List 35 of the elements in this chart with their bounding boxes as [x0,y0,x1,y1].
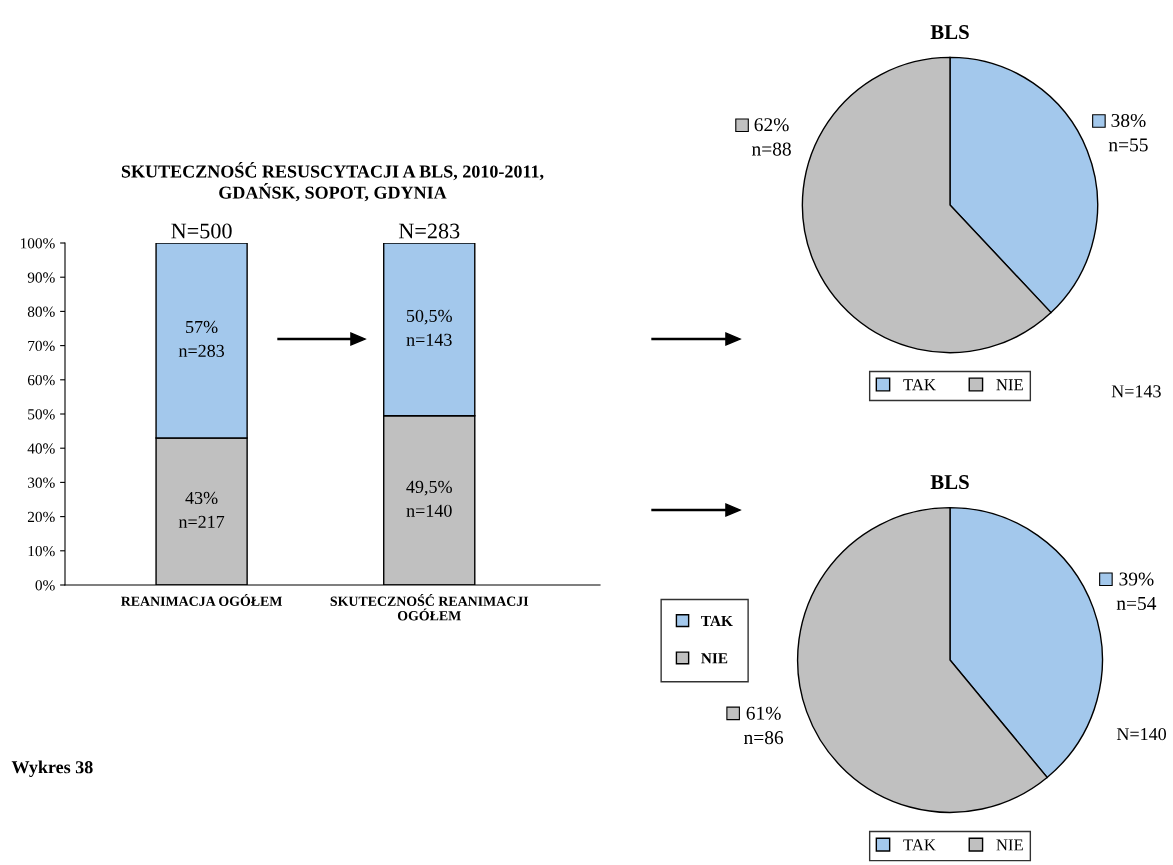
y-tick-label: 80% [27,306,55,317]
legend-label: NIE [996,379,1023,391]
y-tick-label: 30% [28,477,55,488]
legend-label: TAK [903,839,936,851]
y-tick-label: 70% [28,340,55,352]
x-tick-label: REANIMACJA OGÓŁEM [121,593,283,606]
y-tick-label: 60% [27,374,55,386]
y-tick-label: 40% [27,443,55,454]
chart-title: BLS [930,475,969,490]
y-tick-label: 20% [27,511,55,523]
y-tick-label: 90% [27,272,55,283]
annotation: N=283 [398,223,460,239]
data-label: 57% n=283 [178,320,225,357]
y-tick-label: 100% [20,238,55,249]
data-label: 43% n=217 [178,491,225,528]
annotation: N=500 [171,223,232,239]
chart-title: SKUTECZNOŚĆ RESUSCYTACJI A BLS, 2010-2011, GDAŃSK, SOPOT, GDYNIA [121,162,544,202]
text: Wykres 38 [11,760,93,777]
data-label: 50,5% n=143 [406,309,452,346]
legend-label: NIE [701,653,728,664]
data-label: 38% n=55 [1108,113,1148,152]
text: N=143 [1111,385,1161,398]
data-label: 49,5% n=140 [406,480,452,517]
legend-label: NIE [996,839,1023,851]
data-label: 39% n=54 [1116,572,1157,610]
data-label: 61% n=86 [744,706,784,745]
legend-label: TAK [903,379,936,391]
chart-title: BLS [930,25,969,40]
x-tick-label: SKUTECZNOŚĆ REANIMACJI OGÓŁEM [330,593,529,621]
y-tick-label: 50% [28,409,55,420]
y-tick-label: 0% [35,580,55,591]
text: N=140 [1116,727,1167,741]
data-label: 62% n=88 [751,118,791,156]
legend-label: TAK [701,615,733,626]
y-tick-label: 10% [28,545,55,557]
